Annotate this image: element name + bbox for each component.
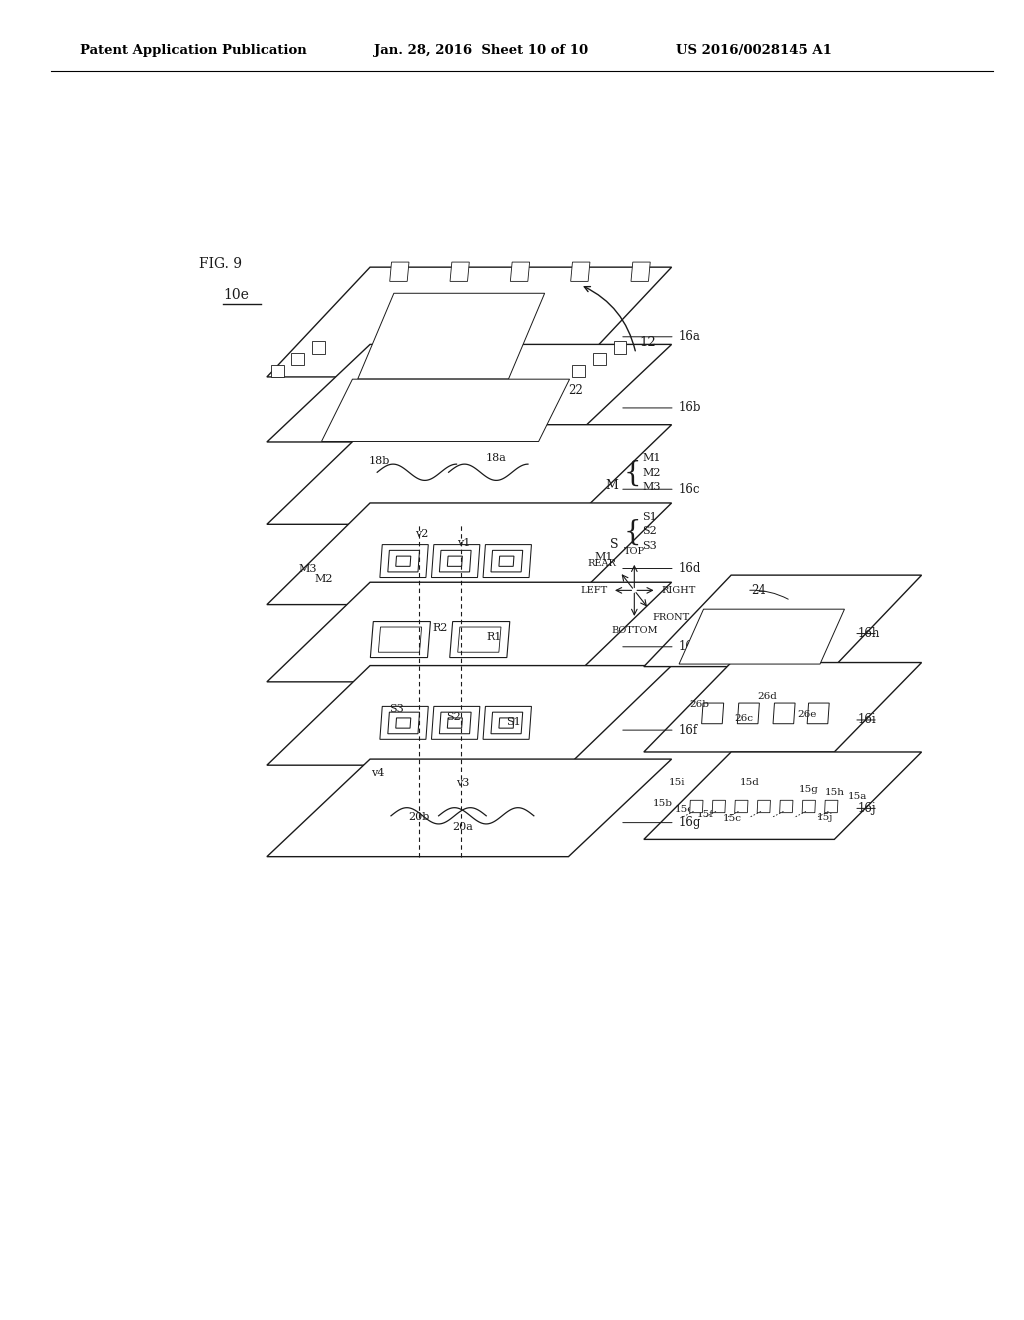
Polygon shape <box>267 267 672 378</box>
Polygon shape <box>734 800 748 813</box>
Polygon shape <box>713 800 725 813</box>
Polygon shape <box>267 503 672 605</box>
Text: 12: 12 <box>639 337 655 350</box>
Text: 10e: 10e <box>223 288 249 302</box>
Text: Patent Application Publication: Patent Application Publication <box>80 44 306 57</box>
Polygon shape <box>390 263 409 281</box>
Text: 15a: 15a <box>848 792 867 801</box>
Text: 26c: 26c <box>734 714 754 723</box>
Text: FRONT: FRONT <box>652 612 690 622</box>
Polygon shape <box>644 663 922 752</box>
Text: M3: M3 <box>299 564 317 573</box>
Text: 16c: 16c <box>679 483 700 496</box>
Polygon shape <box>570 263 590 281</box>
Bar <box>613 342 627 354</box>
Polygon shape <box>679 609 845 664</box>
Polygon shape <box>644 752 922 840</box>
Text: 16e: 16e <box>679 640 700 653</box>
Polygon shape <box>267 665 672 766</box>
Text: 16f: 16f <box>679 723 698 737</box>
Polygon shape <box>357 293 545 379</box>
Bar <box>270 364 284 378</box>
Text: 15j: 15j <box>817 813 834 821</box>
Text: S1: S1 <box>642 512 657 523</box>
Text: M3: M3 <box>642 482 660 492</box>
Text: M2: M2 <box>314 573 333 583</box>
Polygon shape <box>510 263 529 281</box>
Text: R2: R2 <box>432 623 447 632</box>
Text: TOP: TOP <box>624 546 645 556</box>
Text: 15e: 15e <box>675 805 694 814</box>
Text: {: { <box>624 519 642 546</box>
Text: 16j: 16j <box>858 801 877 814</box>
Text: Jan. 28, 2016  Sheet 10 of 10: Jan. 28, 2016 Sheet 10 of 10 <box>374 44 588 57</box>
Text: 20a: 20a <box>453 822 473 832</box>
Text: S1: S1 <box>506 718 521 727</box>
Text: v4: v4 <box>371 768 384 779</box>
Text: 15d: 15d <box>739 779 760 788</box>
Text: v3: v3 <box>456 779 469 788</box>
Text: S2: S2 <box>446 711 461 722</box>
Text: 15i: 15i <box>669 779 686 788</box>
Polygon shape <box>267 759 672 857</box>
Text: 18b: 18b <box>369 457 390 466</box>
Text: 15b: 15b <box>653 799 673 808</box>
Text: 15g: 15g <box>799 785 818 795</box>
Text: 15c: 15c <box>723 814 741 824</box>
Text: 18a: 18a <box>485 453 507 463</box>
Text: FIG. 9: FIG. 9 <box>200 257 243 271</box>
Text: 16g: 16g <box>679 816 701 829</box>
Text: M: M <box>605 479 618 492</box>
Text: 15f: 15f <box>697 810 714 818</box>
Text: 20b: 20b <box>409 812 430 822</box>
Bar <box>292 354 304 366</box>
Polygon shape <box>824 800 838 813</box>
Text: 16h: 16h <box>858 627 881 640</box>
Polygon shape <box>631 263 650 281</box>
Polygon shape <box>267 582 672 682</box>
Bar <box>572 364 585 378</box>
Polygon shape <box>644 576 922 667</box>
Text: {: { <box>624 459 642 487</box>
Polygon shape <box>322 379 569 441</box>
Text: 26d: 26d <box>758 692 777 701</box>
Text: 26e: 26e <box>797 710 816 719</box>
Text: M1: M1 <box>642 453 660 463</box>
Text: v1: v1 <box>457 537 470 548</box>
Polygon shape <box>757 800 770 813</box>
Text: 26b: 26b <box>689 700 709 709</box>
Text: BOTTOM: BOTTOM <box>611 626 657 635</box>
Text: S: S <box>610 539 618 552</box>
Text: 16i: 16i <box>858 714 877 726</box>
Polygon shape <box>690 800 703 813</box>
Polygon shape <box>802 800 815 813</box>
Bar <box>312 342 325 354</box>
Text: R1: R1 <box>486 632 502 642</box>
Polygon shape <box>267 345 672 442</box>
Text: 16d: 16d <box>679 562 701 576</box>
Polygon shape <box>779 800 793 813</box>
Text: 15h: 15h <box>824 788 845 797</box>
Text: S3: S3 <box>642 541 657 550</box>
Text: M2: M2 <box>642 467 660 478</box>
Text: 16a: 16a <box>679 330 700 343</box>
Text: 24: 24 <box>751 583 766 597</box>
Polygon shape <box>450 263 469 281</box>
Text: S3: S3 <box>389 704 403 714</box>
Text: 16b: 16b <box>679 401 701 414</box>
Text: RIGHT: RIGHT <box>662 586 695 595</box>
Text: S2: S2 <box>642 527 657 536</box>
Polygon shape <box>267 425 672 524</box>
Text: US 2016/0028145 A1: US 2016/0028145 A1 <box>676 44 831 57</box>
Bar <box>593 354 606 366</box>
Text: REAR: REAR <box>587 558 615 568</box>
Text: LEFT: LEFT <box>580 586 607 595</box>
Text: M1: M1 <box>594 552 612 562</box>
Text: v2: v2 <box>416 529 429 540</box>
Text: 22: 22 <box>568 384 584 397</box>
